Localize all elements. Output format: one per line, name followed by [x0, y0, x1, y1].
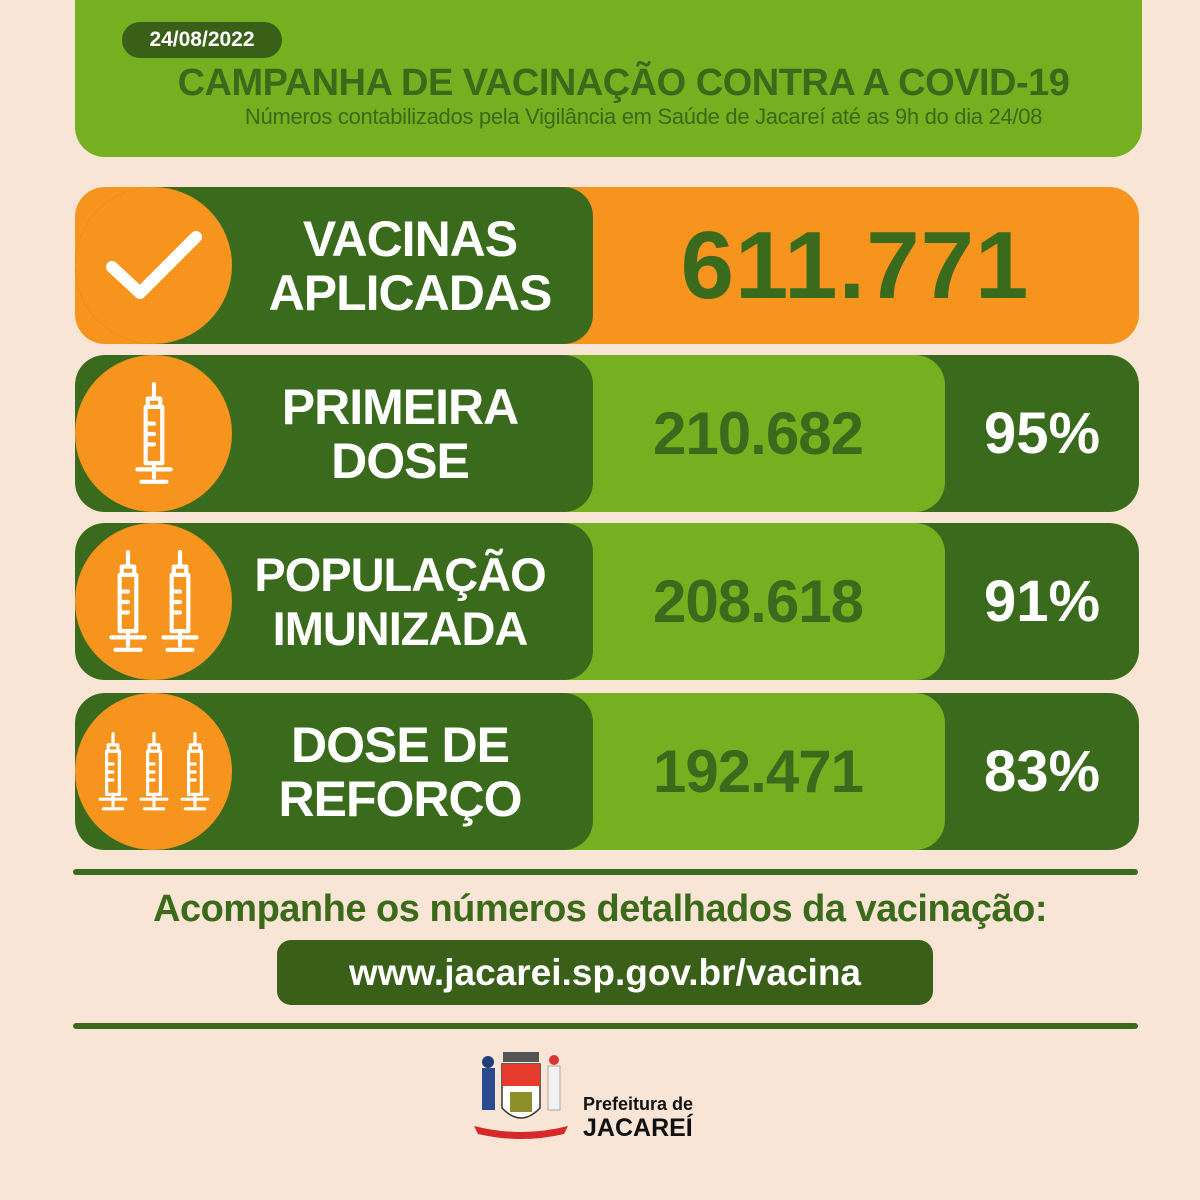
stat-label-line2: REFORÇO: [278, 770, 523, 827]
stat-value: 208.618: [653, 568, 864, 635]
three-syringes-icon: [97, 731, 210, 810]
stat-percent: 95%: [983, 401, 1101, 466]
icon-circle: [75, 523, 232, 680]
value-band: [525, 355, 945, 512]
prefeitura-name: Prefeitura de JACAREÍ: [583, 1092, 694, 1142]
stat-label: POPULAÇÃO IMUNIZADA: [235, 523, 565, 680]
follow-text: Acompanhe os números detalhados da vacin…: [153, 888, 1047, 930]
value-band: [525, 693, 945, 850]
stat-label-line2: APLICADAS: [268, 264, 553, 321]
campaign-title: CAMPANHA DE VACINAÇÃO CONTRA A COVID-19: [177, 62, 1070, 104]
value-band: [525, 523, 945, 680]
stat-row-booster-dose: DOSE DE REFORÇO 192.471 83%: [75, 693, 1139, 850]
date-badge: 24/08/2022: [122, 22, 282, 58]
stat-percent: 83%: [983, 739, 1101, 804]
stat-label-line1: VACINAS: [302, 210, 518, 267]
campaign-subtitle: Números contabilizados pela Vigilância e…: [244, 104, 1043, 129]
stat-label-line2: DOSE: [331, 432, 470, 489]
divider-top: [73, 869, 1138, 875]
stat-value: 192.471: [653, 738, 864, 805]
org-line1: Prefeitura de: [583, 1094, 694, 1114]
stat-row-vaccines-applied: VACINAS APLICADAS 611.771: [75, 187, 1139, 344]
stat-label-line1: POPULAÇÃO: [254, 547, 546, 601]
stat-row-first-dose: PRIMEIRA DOSE 210.682 95%: [75, 355, 1139, 512]
icon-circle: [75, 693, 232, 850]
stat-value: 611.771: [680, 211, 1030, 319]
divider-bottom: [73, 1023, 1138, 1029]
stat-label: PRIMEIRA DOSE: [235, 355, 565, 512]
stat-value: 210.682: [653, 400, 864, 467]
icon-circle: [75, 355, 232, 512]
stat-label: VACINAS APLICADAS: [245, 187, 575, 344]
stat-label-line1: PRIMEIRA: [281, 378, 519, 435]
two-syringes-icon: [102, 550, 206, 654]
org-line2: JACAREÍ: [583, 1114, 693, 1142]
stat-label-line2: IMUNIZADA: [272, 601, 529, 655]
jacarei-coat-of-arms-logo: [474, 1052, 568, 1139]
syringe-icon: [132, 382, 176, 486]
check-icon: [105, 230, 202, 299]
icon-circle: [75, 187, 232, 344]
stat-label-line1: DOSE DE: [290, 716, 510, 773]
stat-percent: 91%: [983, 569, 1101, 634]
stat-label: DOSE DE REFORÇO: [235, 693, 565, 850]
stat-row-immunized-population: POPULAÇÃO IMUNIZADA 208.618 91%: [75, 523, 1139, 680]
vaccine-url-link[interactable]: www.jacarei.sp.gov.br/vacina: [277, 940, 933, 1005]
